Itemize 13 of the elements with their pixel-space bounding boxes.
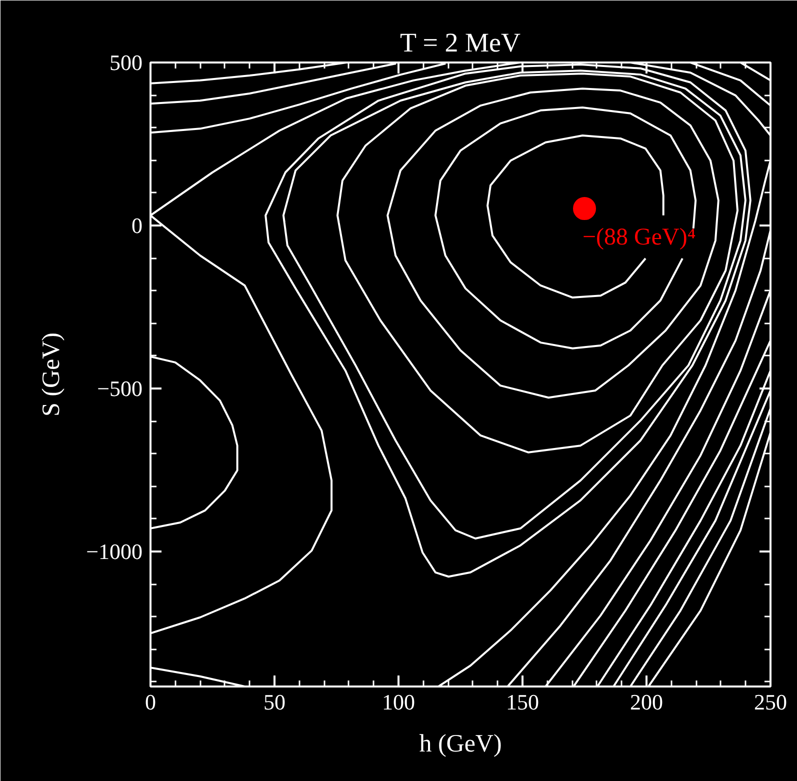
annotation: −(88 GeV)⁴ [582, 224, 696, 251]
x-tick-label: 50 [264, 690, 286, 714]
y-tick-label: 500 [110, 50, 142, 75]
y-axis-title: S (GeV) [38, 332, 66, 417]
chart-title: T = 2 MeV [400, 28, 521, 58]
x-tick-label: 100 [382, 690, 415, 714]
x-axis-title: h (GeV) [419, 730, 502, 758]
x-tick-label: 200 [630, 690, 663, 714]
x-tick-label: 150 [506, 690, 539, 714]
y-tick-label: −1000 [86, 539, 143, 564]
x-tick-label: 250 [754, 690, 787, 714]
y-tick-label: −500 [97, 376, 143, 402]
y-tick-label: 0 [132, 213, 142, 238]
